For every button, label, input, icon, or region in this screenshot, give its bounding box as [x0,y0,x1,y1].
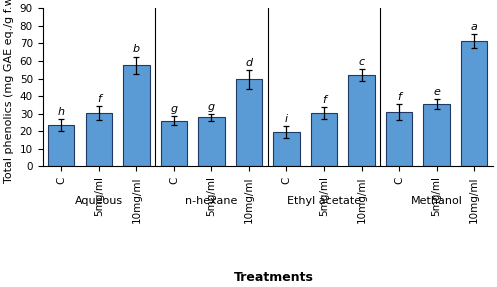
Bar [311,113,337,166]
Text: e: e [433,87,440,97]
Bar [386,112,412,166]
Text: Ethyl acetate: Ethyl acetate [287,196,361,206]
Text: h: h [58,107,65,117]
Bar [198,117,225,166]
Bar [85,113,112,166]
Bar [461,41,487,166]
Text: f: f [397,92,401,102]
Text: c: c [358,57,365,67]
Text: n-hexane: n-hexane [185,196,238,206]
Text: a: a [471,22,478,32]
Text: Treatments: Treatments [234,271,313,284]
Text: Aqueous: Aqueous [75,196,123,206]
Text: g: g [170,104,177,114]
Bar [423,104,450,166]
Y-axis label: Total phenolics (mg GAE eq./g f.w): Total phenolics (mg GAE eq./g f.w) [4,0,14,183]
Bar [48,125,75,166]
Bar [348,75,375,166]
Text: g: g [208,102,215,112]
Text: f: f [322,94,326,104]
Bar [123,65,150,166]
Bar [236,79,262,166]
Text: i: i [285,114,288,124]
Text: b: b [133,44,140,55]
Text: d: d [246,58,252,68]
Text: Methanol: Methanol [411,196,463,206]
Text: f: f [97,94,101,104]
Bar [161,121,187,166]
Bar [273,132,300,166]
